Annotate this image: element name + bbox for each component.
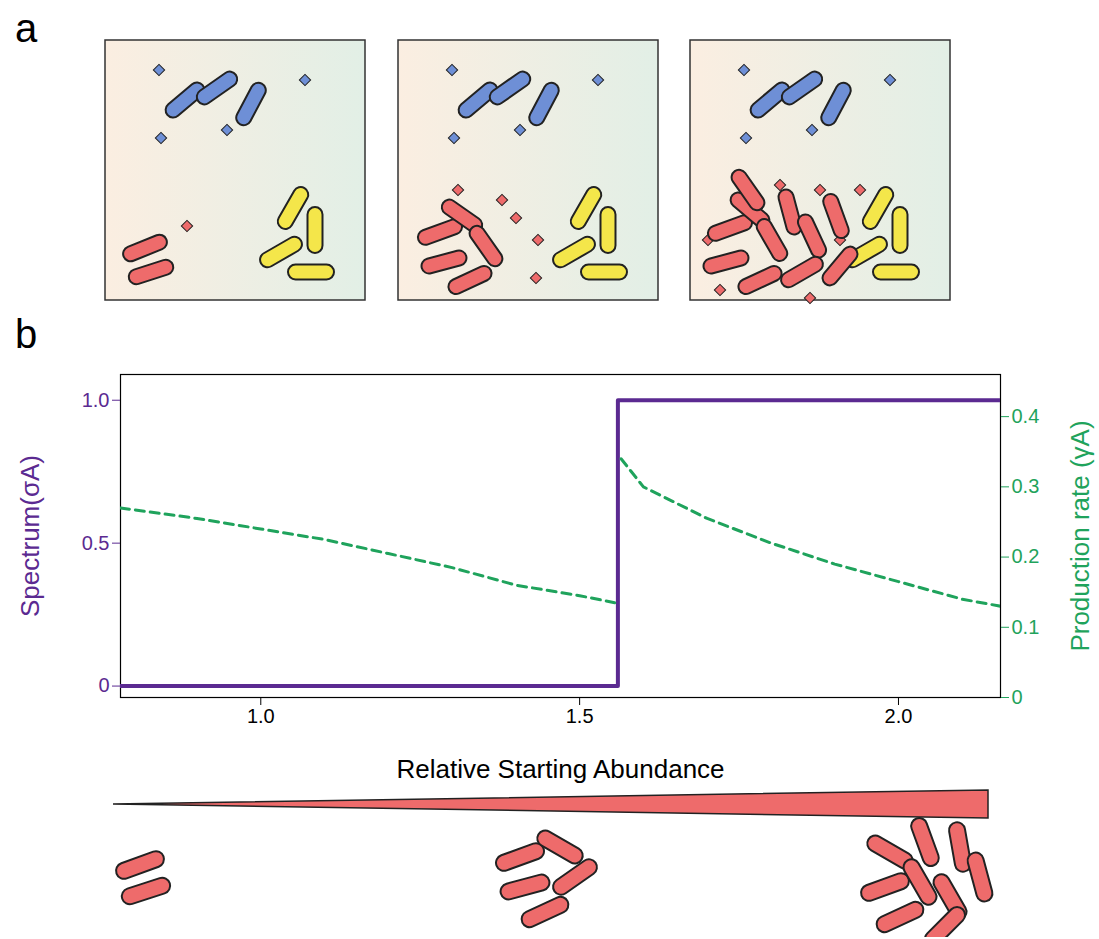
svg-text:0.2: 0.2 — [1012, 545, 1040, 567]
svg-text:2.0: 2.0 — [885, 705, 913, 727]
svg-text:Relative Starting Abundance: Relative Starting Abundance — [396, 754, 724, 784]
svg-text:0.5: 0.5 — [82, 532, 110, 554]
html-text:b: b — [15, 312, 38, 356]
svg-text:1.5: 1.5 — [566, 705, 594, 727]
svg-text:0.4: 0.4 — [1012, 405, 1040, 427]
svg-text:0: 0 — [1012, 686, 1023, 708]
svg-text:0.1: 0.1 — [1012, 616, 1040, 638]
svg-text:1.0: 1.0 — [82, 389, 110, 411]
svg-text:0.3: 0.3 — [1012, 475, 1040, 497]
svg-text:a: a — [15, 6, 38, 50]
svg-text:1.0: 1.0 — [247, 705, 275, 727]
svg-text:Production rate (γA): Production rate (γA) — [1065, 420, 1095, 651]
svg-text:Spectrum(σA): Spectrum(σA) — [15, 455, 45, 617]
svg-text:0: 0 — [98, 674, 109, 696]
